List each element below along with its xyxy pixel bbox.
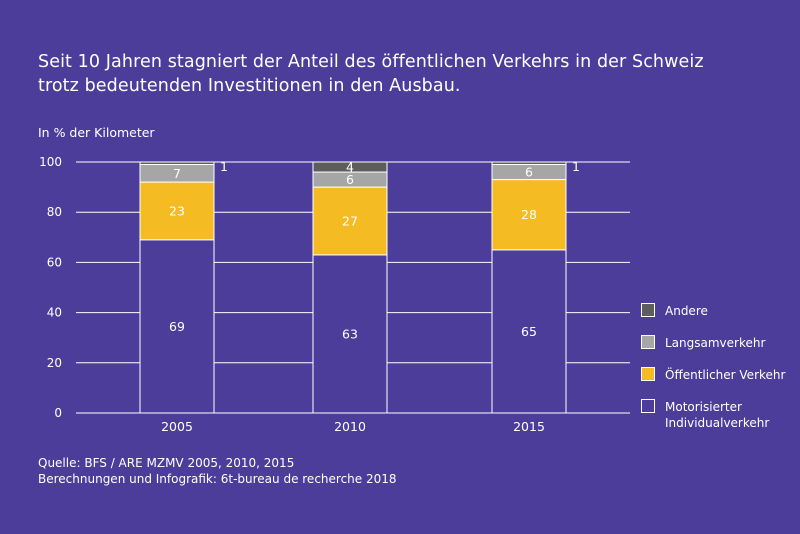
bar-segment: [139, 181, 215, 241]
bar-segment: [312, 186, 388, 256]
data-label: 1: [572, 159, 580, 174]
source-line-2: Berechnungen und Infografik: 6t-bureau d…: [38, 472, 397, 486]
legend-swatch: [641, 367, 655, 381]
bar-segment: [491, 161, 567, 166]
data-label: 23: [169, 203, 185, 218]
bar-segment: [139, 239, 215, 414]
legend-label-line: Andere: [665, 304, 708, 318]
data-label: 6: [525, 165, 533, 180]
data-label: 63: [342, 326, 358, 341]
bar-segment: [491, 249, 567, 414]
data-label: 6: [346, 172, 354, 187]
source-note: Quelle: BFS / ARE MZMV 2005, 2010, 2015 …: [38, 455, 397, 487]
title-line-1: Seit 10 Jahren stagniert der Anteil des …: [38, 52, 704, 72]
bar-segment: [139, 161, 215, 166]
x-tick-label: 2005: [161, 419, 193, 434]
data-label: 4: [346, 160, 354, 175]
y-tick-label: 0: [54, 406, 62, 420]
y-tick-label: 100: [39, 155, 62, 169]
legend-label: Andere: [665, 303, 708, 319]
data-label: 65: [521, 324, 537, 339]
bar-segment: [312, 254, 388, 414]
legend-label: Öffentlicher Verkehr: [665, 367, 785, 383]
y-tick-label: 80: [47, 205, 62, 219]
x-tick-label: 2015: [513, 419, 545, 434]
data-label: 28: [521, 207, 537, 222]
bar-segment: [491, 179, 567, 251]
y-tick-label: 40: [47, 306, 62, 320]
legend-swatch: [641, 303, 655, 317]
data-label: 7: [173, 166, 181, 181]
legend-swatch: [641, 335, 655, 349]
data-label: 69: [169, 319, 185, 334]
data-label: 27: [342, 213, 358, 228]
data-label: 1: [220, 159, 228, 174]
title-line-2: trotz bedeutenden Investitionen in den A…: [38, 76, 461, 96]
legend-swatch: [641, 399, 655, 413]
y-tick-label: 60: [47, 255, 62, 269]
legend-label: Langsamverkehr: [665, 335, 765, 351]
x-tick-label: 2010: [334, 419, 366, 434]
legend-label-line: Individualverkehr: [665, 416, 770, 430]
legend-label-line: Öffentlicher Verkehr: [665, 368, 786, 382]
y-unit-label: In % der Kilometer: [38, 125, 155, 140]
source-line-1: Quelle: BFS / ARE MZMV 2005, 2010, 2015: [38, 456, 295, 470]
chart-title: Seit 10 Jahren stagniert der Anteil des …: [38, 50, 778, 98]
legend-label-line: Motorisierter: [665, 400, 742, 414]
y-tick-label: 20: [47, 356, 62, 370]
legend-label: Motorisierter Individualverkehr: [665, 399, 769, 431]
legend-label-line: Langsamverkehr: [665, 336, 766, 350]
bar-segment: [312, 161, 388, 173]
